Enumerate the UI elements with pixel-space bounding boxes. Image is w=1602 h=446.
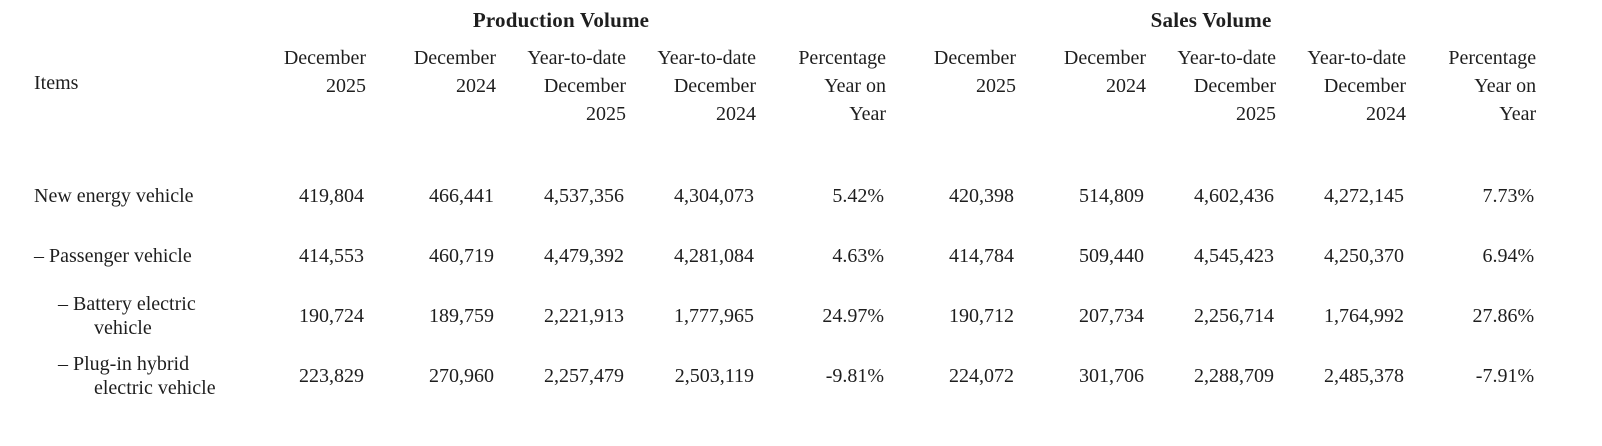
column-header-production-dec-2024: December 2024: [366, 44, 496, 136]
cell-sales-dec-2025: 414,784: [949, 244, 1015, 267]
column-header-sales-dec-2024: December 2024: [1016, 44, 1146, 136]
header-text: Year-to-date December 2025: [1177, 47, 1277, 125]
cell-production-ytd-2025: 4,479,392: [544, 244, 624, 267]
cell-sales-ytd-2025: 2,288,709: [1194, 364, 1275, 387]
cell-production-yoy: 24.97%: [822, 304, 885, 327]
header-text: Percentage Year on Year: [798, 47, 887, 125]
cell-sales-dec-2024: 509,440: [1079, 244, 1145, 267]
cell-sales-ytd-2024: 1,764,992: [1324, 304, 1405, 327]
header-text: Year-to-date December 2024: [657, 47, 756, 125]
cell-sales-ytd-2024: 4,272,145: [1324, 184, 1405, 207]
group-header-production: Production Volume: [472, 8, 650, 32]
cell-production-yoy: -9.81%: [825, 364, 885, 387]
cell-sales-dec-2024: 301,706: [1079, 364, 1145, 387]
cell-production-dec-2024: 466,441: [429, 184, 494, 207]
row-label: – Battery electric vehicle: [58, 293, 196, 339]
cell-production-dec-2025: 419,804: [299, 184, 364, 207]
cell-sales-dec-2024: 207,734: [1079, 304, 1145, 327]
column-header-production-ytd-2024: Year-to-date December 2024: [626, 44, 756, 136]
column-header-sales-yoy: Percentage Year on Year: [1406, 44, 1536, 136]
column-header-production-yoy: Percentage Year on Year: [756, 44, 886, 136]
cell-production-dec-2024: 460,719: [429, 244, 494, 267]
column-header-items: Items: [34, 71, 79, 94]
cell-production-dec-2024: 189,759: [429, 304, 494, 327]
header-text: December 2025: [933, 47, 1017, 97]
row-label: – Passenger vehicle: [34, 245, 192, 267]
corner-cell: [0, 6, 236, 44]
cell-sales-ytd-2025: 2,256,714: [1194, 304, 1275, 327]
column-header-sales-ytd-2025: Year-to-date December 2025: [1146, 44, 1276, 136]
table-row: – Passenger vehicle 414,553 460,719 4,47…: [0, 226, 1536, 286]
table-row: New energy vehicle 419,804 466,441 4,537…: [0, 166, 1536, 226]
table-row: – Plug-in hybrid electric vehicle 223,82…: [0, 346, 1536, 406]
header-text: December 2025: [283, 47, 366, 97]
cell-production-ytd-2025: 2,257,479: [544, 364, 624, 387]
row-label: – Plug-in hybrid electric vehicle: [58, 353, 216, 399]
cell-sales-dec-2025: 190,712: [949, 304, 1015, 327]
spacer-row: [0, 136, 1536, 166]
production-sales-table: Production Volume Sales Volume Items Dec…: [0, 6, 1536, 406]
cell-sales-dec-2024: 514,809: [1079, 184, 1145, 207]
table-row: – Battery electric vehicle 190,724 189,7…: [0, 286, 1536, 346]
cell-production-yoy: 5.42%: [832, 184, 885, 207]
cell-production-ytd-2024: 4,304,073: [674, 184, 754, 207]
cell-sales-ytd-2024: 4,250,370: [1324, 244, 1405, 267]
cell-sales-ytd-2025: 4,545,423: [1194, 244, 1275, 267]
cell-production-ytd-2024: 2,503,119: [674, 364, 754, 387]
row-label: New energy vehicle: [34, 185, 194, 207]
cell-production-dec-2024: 270,960: [429, 364, 494, 387]
column-header-row: Items December 2025 December 2024 Year-t…: [0, 44, 1536, 136]
column-header-sales-ytd-2024: Year-to-date December 2024: [1276, 44, 1406, 136]
cell-sales-yoy: 7.73%: [1482, 184, 1535, 207]
cell-production-ytd-2024: 4,281,084: [674, 244, 754, 267]
header-text: December 2024: [413, 47, 496, 97]
cell-sales-ytd-2024: 2,485,378: [1324, 364, 1405, 387]
header-text: Year-to-date December 2024: [1307, 47, 1407, 125]
cell-production-ytd-2025: 4,537,356: [544, 184, 624, 207]
cell-production-dec-2025: 190,724: [299, 304, 364, 327]
cell-sales-yoy: 27.86%: [1472, 304, 1535, 327]
header-text: Percentage Year on Year: [1448, 47, 1537, 125]
cell-production-yoy: 4.63%: [832, 244, 885, 267]
column-header-sales-dec-2025: December 2025: [886, 44, 1016, 136]
group-header-sales: Sales Volume: [1150, 8, 1272, 32]
cell-production-dec-2025: 223,829: [299, 364, 364, 387]
cell-sales-dec-2025: 224,072: [949, 364, 1015, 387]
cell-production-ytd-2025: 2,221,913: [544, 304, 624, 327]
column-header-production-dec-2025: December 2025: [236, 44, 366, 136]
cell-sales-yoy: -7.91%: [1475, 364, 1535, 387]
header-text: December 2024: [1063, 47, 1147, 97]
cell-sales-dec-2025: 420,398: [949, 184, 1015, 207]
cell-sales-ytd-2025: 4,602,436: [1194, 184, 1275, 207]
group-header-row: Production Volume Sales Volume: [0, 6, 1536, 44]
header-text: Year-to-date December 2025: [527, 47, 626, 125]
cell-production-dec-2025: 414,553: [299, 244, 364, 267]
cell-sales-yoy: 6.94%: [1482, 244, 1535, 267]
column-header-production-ytd-2025: Year-to-date December 2025: [496, 44, 626, 136]
cell-production-ytd-2024: 1,777,965: [674, 304, 754, 327]
